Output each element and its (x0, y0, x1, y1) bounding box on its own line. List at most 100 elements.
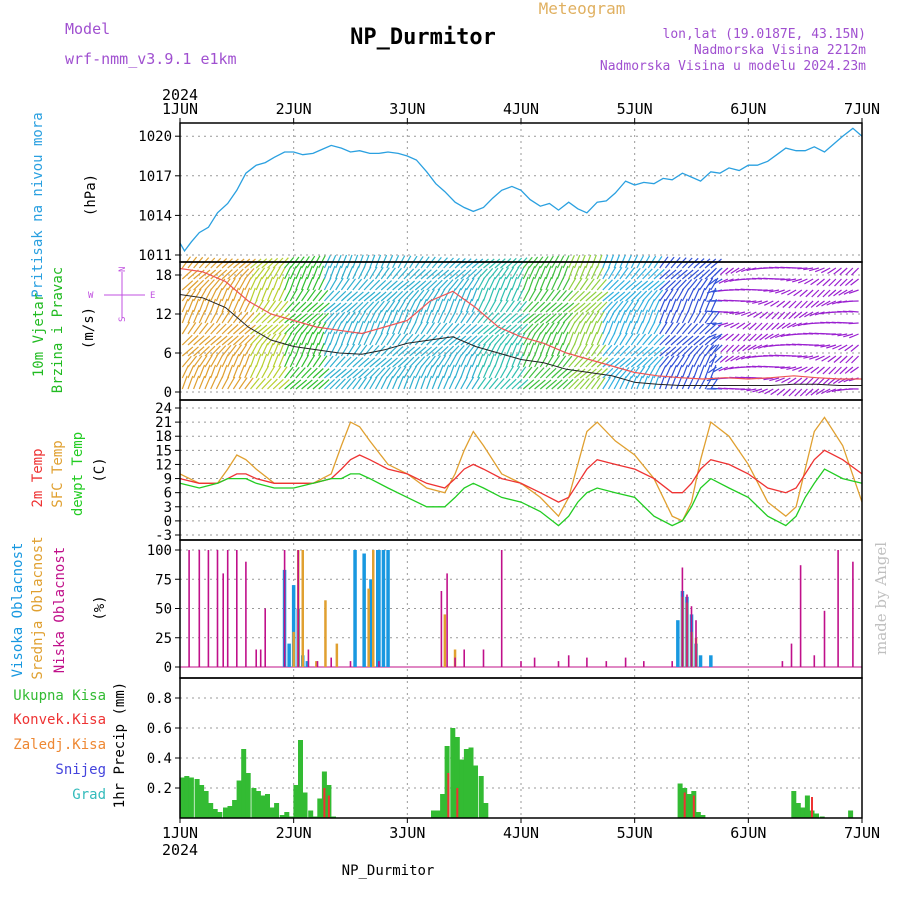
wind-arrow (278, 366, 288, 379)
wind-arrow (232, 364, 240, 379)
cloud-bar-low (643, 661, 645, 667)
cloud-bar-high (709, 655, 713, 667)
wind-arrow (363, 367, 375, 379)
wind-arrow (448, 298, 455, 313)
svg-text:W: W (88, 291, 94, 301)
wind-arrow (625, 280, 637, 291)
wind-arrow (499, 276, 507, 291)
wind-arrow (295, 322, 306, 335)
wind-arrow (483, 258, 495, 269)
wind-arrow (630, 320, 638, 335)
wind-arrow (562, 302, 575, 313)
year-bottom: 2024 (162, 841, 198, 859)
cloud-label-high: Visoka Oblacnost (10, 543, 26, 678)
wind-arrow (414, 375, 421, 390)
wind-arrow (780, 278, 791, 281)
wind-arrow (227, 277, 236, 291)
wind-arrow (193, 335, 205, 346)
wind-arrow (392, 290, 404, 302)
wind-arrow (710, 335, 722, 346)
wind-arrow (227, 258, 239, 269)
wind-arrow (386, 366, 397, 379)
wind-arrow (477, 311, 488, 324)
wind-arrow (232, 268, 244, 280)
coords-label: lon,lat (19.0187E, 43.15N) (663, 27, 867, 42)
wind-arrow (250, 377, 260, 390)
wind-arrow (698, 298, 706, 313)
wind-arrow (482, 299, 491, 313)
wind-arrow (590, 310, 600, 324)
wind-arrow (522, 266, 530, 280)
wind-arrow (500, 312, 512, 324)
wind-arrow (215, 323, 227, 335)
wind-arrow (221, 278, 231, 291)
wind-arrow (386, 291, 398, 302)
precip-bar-total (483, 803, 489, 818)
wind-arrow (557, 302, 569, 313)
wind-arrow (748, 322, 757, 331)
wind-arrow (636, 346, 648, 357)
wind-arrow (403, 290, 414, 302)
svg-text:E: E (150, 291, 155, 301)
wind-arrow (528, 332, 537, 346)
wind-arrow (647, 289, 658, 302)
wind-arrow (210, 335, 222, 346)
wind-arrow (545, 367, 557, 379)
precip-bar-total (251, 788, 257, 818)
wind-arrow (363, 266, 372, 280)
wind-arrow (306, 342, 313, 357)
cloud-bar-low (259, 649, 262, 667)
wind-arrow (770, 300, 780, 307)
wind-arrow (329, 277, 338, 291)
precip-bar-total (279, 815, 285, 818)
wind-arrow (312, 379, 324, 390)
wind-arrow (335, 321, 343, 335)
wind-arrow (431, 309, 439, 324)
wind-arrow (613, 300, 624, 313)
wind-arrow (568, 378, 580, 390)
wind-arrow (500, 324, 512, 335)
wind-arrow (741, 267, 751, 273)
wind-arrow (687, 298, 694, 313)
wind-arrow (831, 388, 842, 393)
wind-arrow (329, 378, 341, 390)
precip-unit: 1hr Precip (mm) (112, 682, 128, 808)
wind-arrow (250, 334, 261, 346)
wind-arrow (740, 311, 751, 317)
wind-arrow (699, 344, 709, 357)
wind-arrow (556, 355, 567, 368)
wind-arrow (301, 331, 308, 346)
wind-arrow (488, 377, 499, 390)
y-tick-label: 100 (147, 543, 172, 559)
wind-arrow (431, 322, 442, 335)
wind-arrow (754, 333, 763, 342)
precip-bar-total (260, 795, 266, 818)
wind-arrow (346, 278, 356, 291)
wind-arrow (613, 357, 626, 368)
wind-arrow (284, 301, 295, 313)
wind-arrow (295, 367, 306, 379)
wind-arrow (765, 311, 774, 320)
wind-arrow (607, 376, 617, 390)
wind-arrow (238, 287, 245, 302)
wind-arrow (392, 280, 404, 291)
wind-arrow (477, 334, 489, 346)
wind-arrow (810, 366, 820, 374)
wind-arrow (255, 258, 268, 269)
wind-arrow (797, 355, 808, 358)
wind-arrow (511, 324, 523, 335)
wind-arrow (187, 298, 194, 313)
wind-arrow (736, 344, 746, 352)
wind-arrow (848, 289, 859, 294)
wind-arrow (827, 267, 837, 275)
wind-arrow (781, 289, 791, 295)
wind-arrow (636, 299, 645, 313)
wind-arrow (318, 302, 330, 313)
wind-arrow (579, 331, 586, 346)
wind-arrow (602, 291, 614, 302)
wind-arrow (568, 312, 579, 324)
wind-arrow (266, 365, 276, 379)
wind-arrow (221, 335, 234, 346)
wind-arrow (815, 388, 825, 396)
precip-bar-total (255, 791, 261, 818)
